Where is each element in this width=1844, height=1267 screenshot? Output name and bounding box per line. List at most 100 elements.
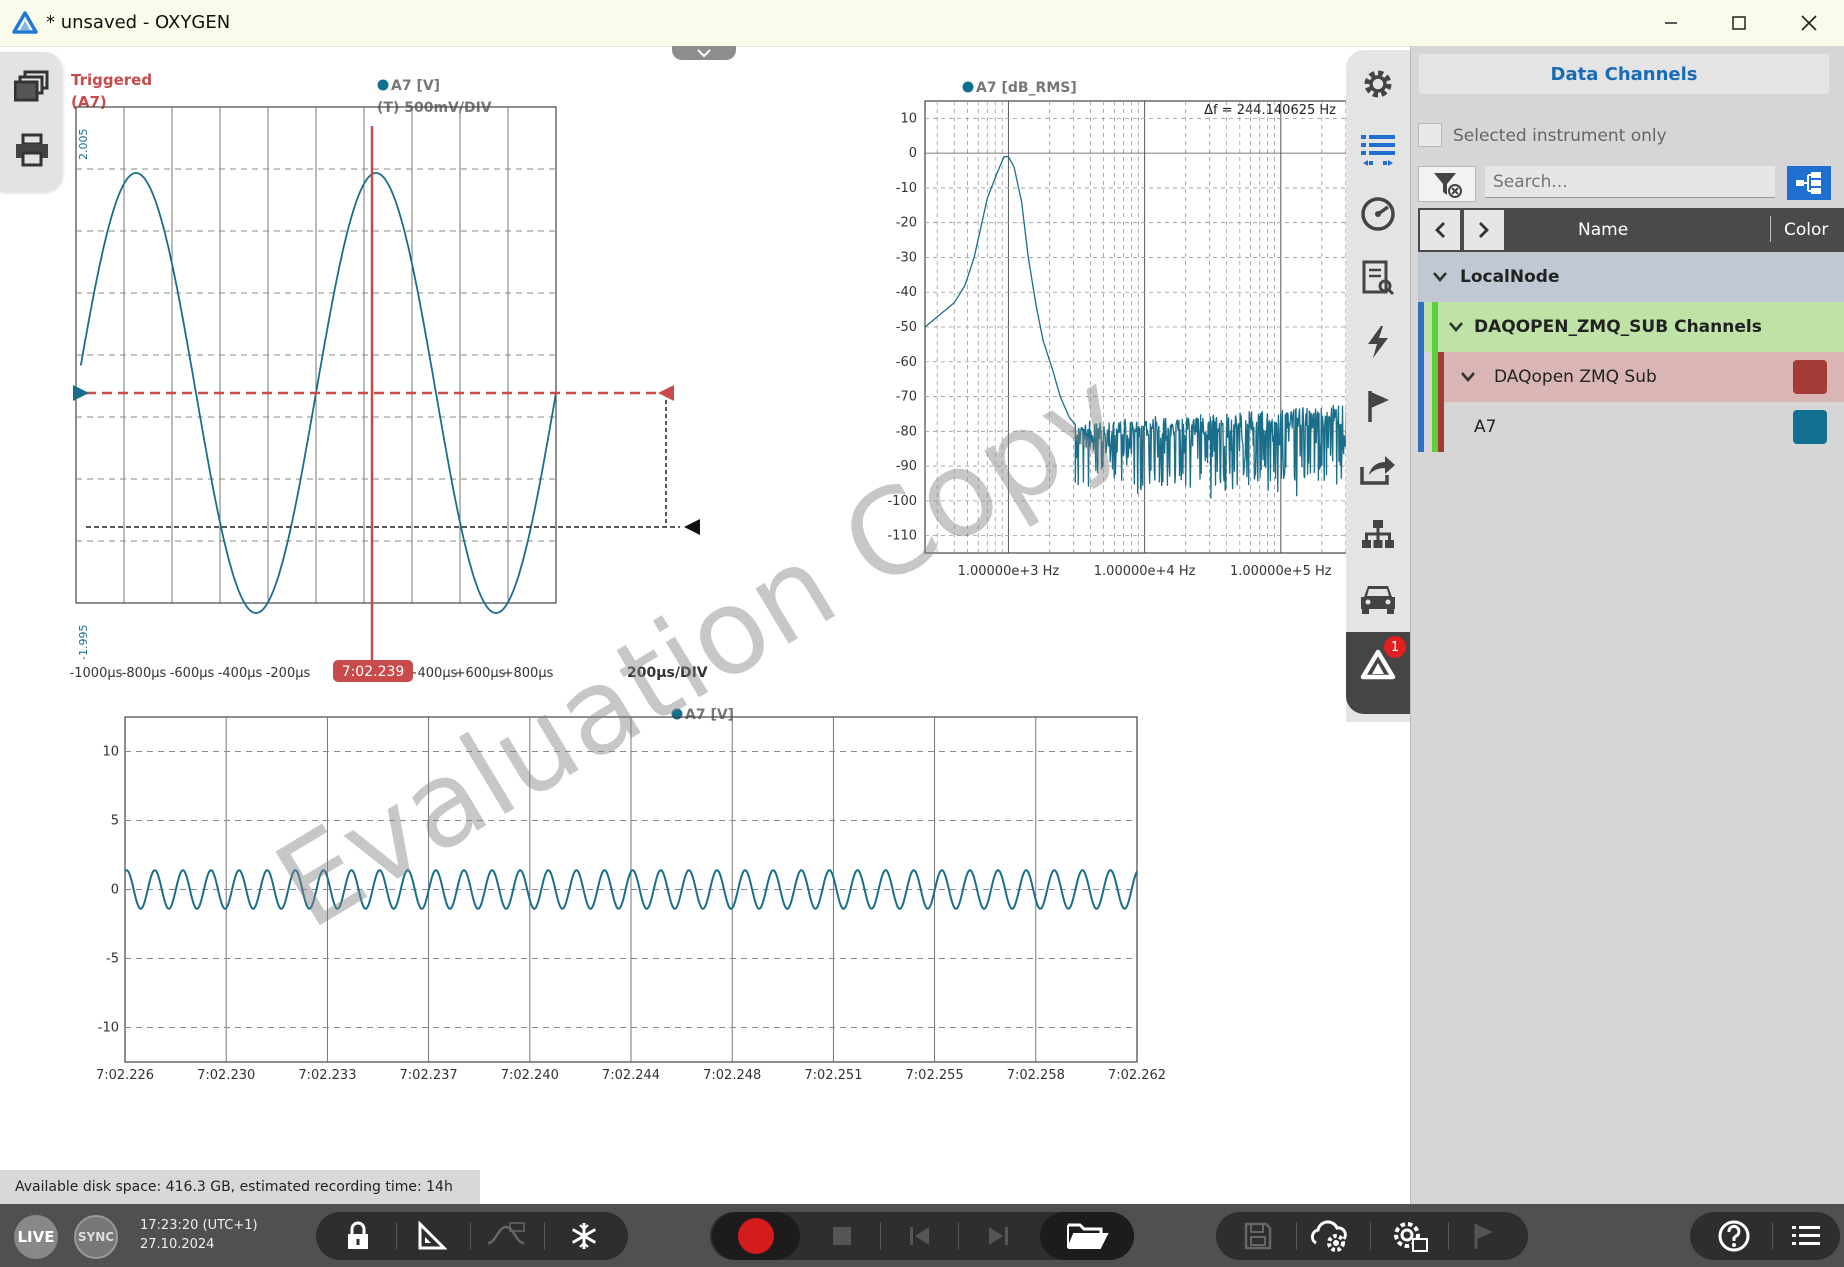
recorder-y-tick: -10 — [98, 1021, 119, 1036]
lock-button[interactable] — [334, 1212, 382, 1260]
fft-chart[interactable]: A7 [dB_RMS] Δf = 244.140625 Hz 10 0 -10 -20… — [760, 60, 1377, 700]
nav-forward-button[interactable] — [1464, 210, 1504, 250]
tree-label-group: DAQOPEN_ZMQ_SUB Channels — [1474, 317, 1762, 337]
nav-back-button[interactable] — [1420, 210, 1460, 250]
separator — [396, 1222, 397, 1250]
waveform-button[interactable] — [482, 1212, 530, 1260]
skip-back-button[interactable] — [896, 1212, 944, 1260]
fft-x-ticks: 1.00000e+3 Hz 1.00000e+4 Hz 1.00000e+5 Hz — [958, 564, 1332, 579]
channel-search-input[interactable] — [1485, 166, 1775, 198]
fft-x-tick: 1.00000e+5 Hz — [1230, 564, 1332, 579]
oxygen-logo-icon — [1360, 649, 1396, 680]
tree-guide-red — [1438, 352, 1444, 452]
save-button[interactable] — [1234, 1212, 1282, 1260]
help-button[interactable] — [1710, 1212, 1758, 1260]
selected-instrument-checkbox[interactable] — [1418, 123, 1442, 147]
separator — [1772, 1222, 1773, 1250]
fft-y-tick: -20 — [896, 216, 917, 231]
fft-y-tick: -60 — [896, 355, 917, 370]
clock-date: 27.10.2024 — [140, 1237, 215, 1252]
chevron-down-icon — [1449, 322, 1463, 332]
stop-button[interactable] — [818, 1212, 866, 1260]
maximize-button[interactable] — [1704, 0, 1774, 46]
lightning-icon — [1368, 326, 1388, 358]
panel-title: Data Channels — [1419, 54, 1829, 94]
scope-x-tick: -1000µs — [70, 666, 123, 681]
collapse-handle[interactable] — [672, 46, 736, 60]
sync-button[interactable]: SYNC — [74, 1215, 118, 1259]
recorder-x-tick: 7:02.251 — [804, 1068, 862, 1083]
cursor-time-badge[interactable] — [333, 660, 413, 682]
live-button[interactable]: LIVE — [14, 1215, 58, 1259]
recorder-x-tick: 7:02.226 — [96, 1068, 154, 1083]
fft-y-tick: -10 — [896, 181, 917, 196]
device-color-swatch[interactable] — [1793, 360, 1827, 394]
measure-button[interactable] — [408, 1212, 456, 1260]
report-button[interactable] — [1356, 256, 1400, 300]
scope-y-top: 2.005 — [77, 129, 90, 161]
separator — [958, 1222, 959, 1250]
open-file-button[interactable] — [1040, 1212, 1134, 1260]
recorder-chart[interactable]: A7 [V] 10 5 0 -5 -10 7:02.226 7:02.230 7:02.23… — [96, 700, 1350, 1160]
cloud-settings-button[interactable] — [1306, 1212, 1354, 1260]
channel-table-header: Name Color — [1418, 208, 1844, 252]
column-color-header[interactable]: Color — [1784, 220, 1829, 240]
tree-row-channel-a7[interactable]: A7 — [1444, 402, 1844, 452]
freeze-button[interactable] — [560, 1212, 608, 1260]
fft-grid — [924, 100, 1377, 554]
network-button[interactable] — [1356, 512, 1400, 556]
save-icon — [1244, 1222, 1272, 1250]
markers-button[interactable] — [1356, 384, 1400, 428]
fft-legend-dot — [962, 81, 974, 93]
filter-button[interactable] — [1418, 166, 1476, 202]
tree-view-button[interactable] — [1787, 166, 1831, 200]
fft-y-tick: -110 — [887, 529, 917, 544]
record-button[interactable] — [712, 1212, 800, 1260]
tree-row-group[interactable]: DAQOPEN_ZMQ_SUB Channels — [1424, 302, 1844, 452]
recorder-y-tick: 10 — [102, 745, 119, 760]
scope-chart[interactable]: Triggered (A7) A7 [V] (T) 500mV/DIV 2.00… — [60, 60, 720, 700]
fft-delta-f: Δf = 244.140625 Hz — [1204, 103, 1336, 118]
recorder-x-ticks: 7:02.226 7:02.230 7:02.233 7:02.237 7:02.240… — [96, 1068, 1166, 1083]
close-button[interactable] — [1774, 0, 1844, 46]
scope-grid — [75, 106, 557, 604]
fft-legend: A7 [dB_RMS] — [976, 80, 1077, 96]
separator — [880, 1222, 881, 1250]
tree-row-device[interactable]: DAQopen ZMQ Sub — [1438, 352, 1844, 452]
play-button[interactable] — [1460, 1212, 1508, 1260]
main-menu-button[interactable] — [1782, 1212, 1830, 1260]
vehicle-button[interactable] — [1356, 576, 1400, 620]
recorder-y-tick: 0 — [111, 883, 119, 898]
instruments-button[interactable] — [1356, 192, 1400, 236]
tree-row-localnode[interactable]: LocalNode — [1418, 252, 1844, 302]
channel-list-icon — [1361, 135, 1395, 166]
scope-legend: A7 [V] — [391, 78, 440, 94]
oxygen-menu-button[interactable]: 1 — [1346, 632, 1410, 714]
export-button[interactable] — [1356, 448, 1400, 492]
recorder-x-tick: 7:02.230 — [197, 1068, 255, 1083]
settings-button[interactable] — [1356, 62, 1400, 106]
clock-display: 17:23:20 (UTC+1) 27.10.2024 — [140, 1216, 258, 1254]
triggers-button[interactable] — [1356, 320, 1400, 364]
title-bar: * unsaved - OXYGEN — [0, 0, 1844, 47]
separator — [1296, 1222, 1297, 1250]
ruler-icon — [418, 1221, 447, 1250]
window-title: * unsaved - OXYGEN — [46, 12, 231, 33]
fft-y-tick: -100 — [887, 494, 917, 509]
fft-y-tick: -30 — [896, 250, 917, 265]
left-toolbar — [0, 52, 62, 192]
column-name-header[interactable]: Name — [1578, 220, 1629, 240]
recorder-x-tick: 7:02.244 — [602, 1068, 660, 1083]
zero-right-marker[interactable] — [684, 519, 700, 535]
channel-color-swatch[interactable] — [1793, 410, 1827, 444]
windows-button[interactable] — [12, 66, 52, 106]
recorder-legend-dot — [671, 708, 683, 720]
channel-list-button[interactable] — [1356, 128, 1400, 172]
print-button[interactable] — [12, 130, 52, 170]
minimize-button[interactable] — [1636, 0, 1706, 46]
settings-export-button[interactable] — [1386, 1212, 1434, 1260]
trigger-left-marker[interactable] — [73, 385, 89, 401]
skip-forward-button[interactable] — [974, 1212, 1022, 1260]
trigger-right-marker[interactable] — [658, 385, 674, 401]
chevron-left-icon — [1435, 222, 1445, 238]
